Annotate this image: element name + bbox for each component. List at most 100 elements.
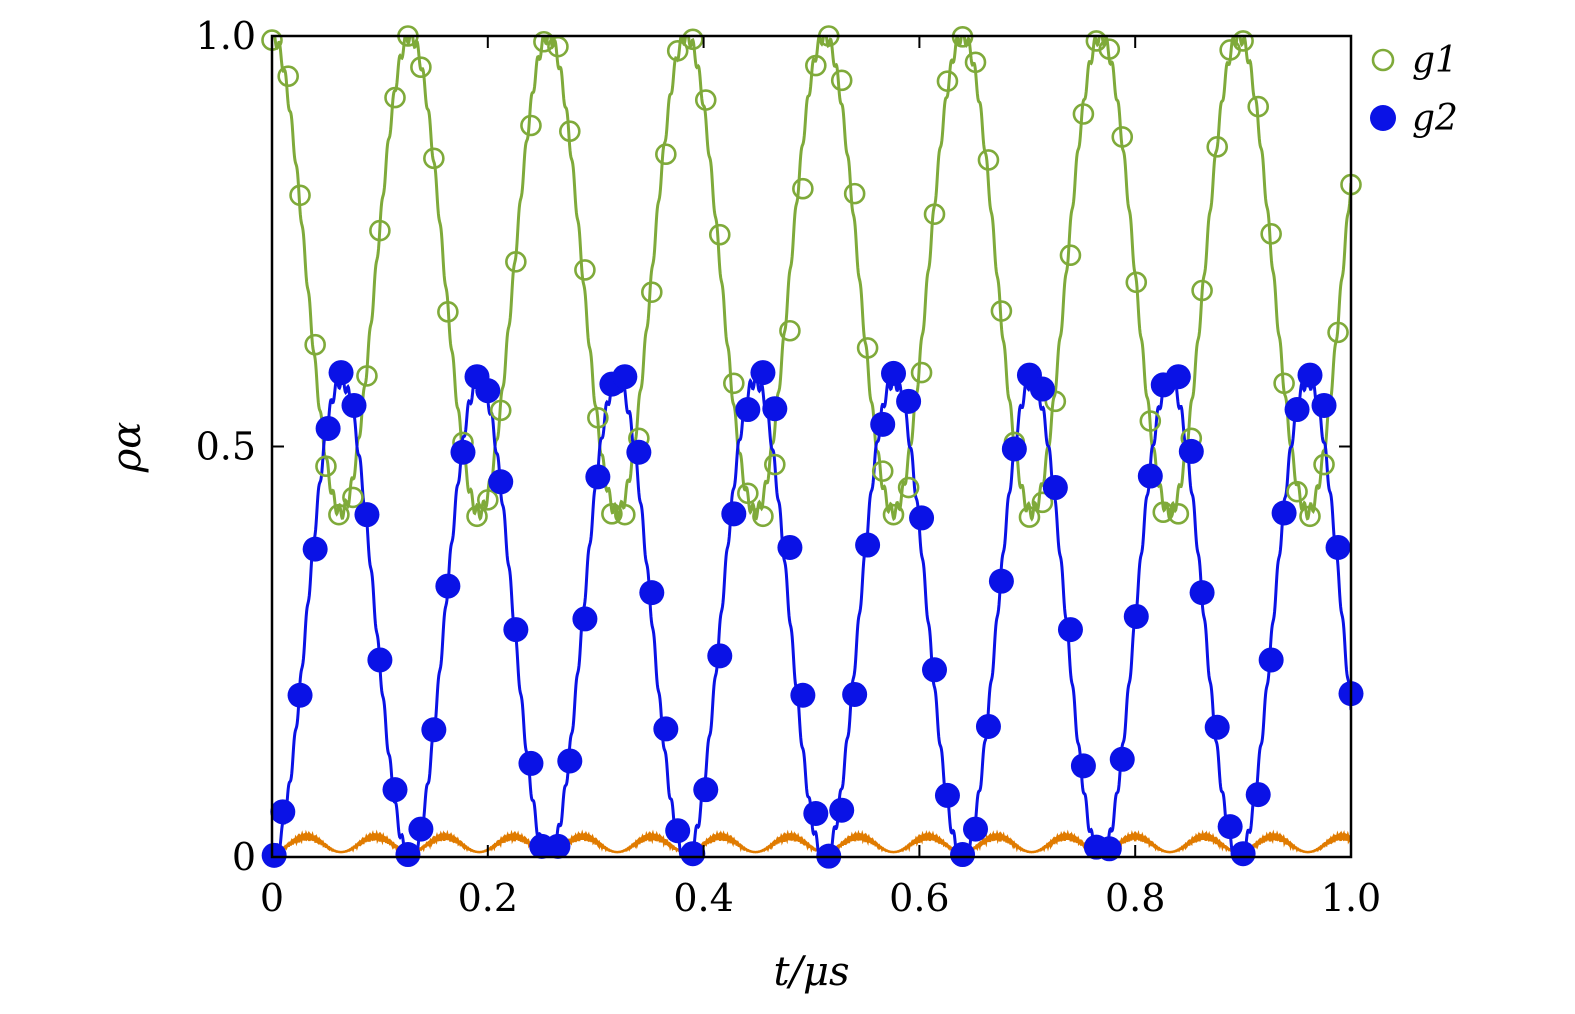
g2-point <box>1204 714 1230 740</box>
g1-point <box>666 39 689 62</box>
g1-point <box>328 503 350 526</box>
y-tick-label: 0 <box>232 835 256 879</box>
g1-point <box>843 182 866 205</box>
series-markers <box>261 25 1364 869</box>
g1-point <box>641 281 663 303</box>
g2-point <box>1258 647 1284 673</box>
g2-point <box>803 800 829 826</box>
g1-point <box>1098 38 1121 60</box>
g2-point <box>1001 436 1027 462</box>
g1-point <box>601 503 623 525</box>
g1-point <box>437 301 459 323</box>
x-tick-label: 0.8 <box>1105 876 1165 920</box>
y-tick-label: 1.0 <box>196 14 256 58</box>
g1-point <box>764 453 786 476</box>
y-axis-label-group: ρα <box>104 422 150 474</box>
g2-point <box>721 501 747 527</box>
g2-point <box>707 643 733 669</box>
legend-label-g2: g2 <box>1412 98 1458 139</box>
g1-point <box>990 300 1013 322</box>
g2-point <box>367 647 393 673</box>
g2-point <box>963 816 989 842</box>
g2-point <box>518 750 544 776</box>
g1-point <box>1125 271 1148 294</box>
g1-point <box>923 203 946 225</box>
g2-point <box>1070 753 1096 779</box>
g1-point <box>356 365 378 387</box>
g1-point <box>476 489 499 511</box>
g1-point <box>737 482 759 505</box>
g2-point <box>315 415 341 441</box>
g2-point <box>1165 364 1191 390</box>
g2-point <box>1137 463 1163 489</box>
g1-point <box>1327 321 1349 344</box>
g1-point <box>289 184 311 207</box>
g2-point <box>341 392 367 418</box>
g1-point <box>342 486 364 509</box>
g2-point <box>665 818 691 844</box>
g1-point <box>1059 244 1082 267</box>
g2-point <box>261 842 287 868</box>
x-tick-label: 0.2 <box>458 876 518 920</box>
g1-point <box>559 120 581 143</box>
g2-point <box>612 364 638 390</box>
legend-label-g1: g1 <box>1412 40 1458 81</box>
y-tick-label: 0.5 <box>196 425 256 469</box>
g2-point <box>777 534 803 560</box>
g1-point <box>410 56 432 78</box>
g2-point <box>354 502 380 528</box>
g1-point <box>1313 453 1335 476</box>
g2-point <box>1042 475 1068 501</box>
legend-marker-g2 <box>1370 105 1396 131</box>
g1-point <box>1072 103 1095 125</box>
g2-point <box>503 617 529 643</box>
g1-point <box>1111 126 1134 148</box>
g1-point <box>1299 505 1321 528</box>
g2-point <box>408 816 434 842</box>
g1-point <box>369 219 391 242</box>
g2-point <box>1217 814 1243 840</box>
g1-point <box>882 503 905 526</box>
g2-point <box>842 681 868 707</box>
g1-point <box>977 149 1000 171</box>
g1-point <box>315 455 337 478</box>
g1-point <box>1247 95 1270 118</box>
g1-point <box>708 223 731 246</box>
g1-point <box>936 70 959 92</box>
g2-point <box>950 842 976 868</box>
g2-point <box>975 713 1001 739</box>
g2-point <box>653 716 679 742</box>
g1-point <box>856 337 879 359</box>
g2-point <box>829 797 855 823</box>
g2-point <box>1096 836 1122 862</box>
g2-point <box>488 469 514 495</box>
g2-point <box>302 536 328 562</box>
g1-point <box>384 86 406 109</box>
g1-point <box>1167 503 1190 525</box>
g2-point <box>855 532 881 558</box>
y-axis-label: ρα <box>104 422 150 474</box>
axis-tick-labels: 0 0.2 0.4 0.6 0.8 1.0 0 0.5 1.0 <box>196 14 1382 920</box>
g2-point <box>988 568 1014 594</box>
g2-point <box>1271 500 1297 526</box>
g1-point <box>779 319 801 342</box>
g2-point <box>909 505 935 531</box>
g2-point <box>1325 534 1351 560</box>
g2-point <box>395 842 421 868</box>
g2-point <box>896 388 922 414</box>
g2-point <box>450 439 476 465</box>
g1-point <box>277 65 299 88</box>
g1-point <box>830 69 853 92</box>
g2-point <box>693 777 719 803</box>
g1-point <box>910 361 933 384</box>
g1-point <box>304 333 326 356</box>
g2-point <box>1189 580 1215 606</box>
g2-point <box>435 573 461 599</box>
g2-point <box>1297 362 1323 388</box>
g2-point <box>1230 841 1256 867</box>
g1-point <box>964 51 987 74</box>
x-tick-label: 0.6 <box>889 876 949 920</box>
g2-point <box>762 396 788 422</box>
g1-point <box>694 89 717 111</box>
g1-point <box>533 30 555 53</box>
